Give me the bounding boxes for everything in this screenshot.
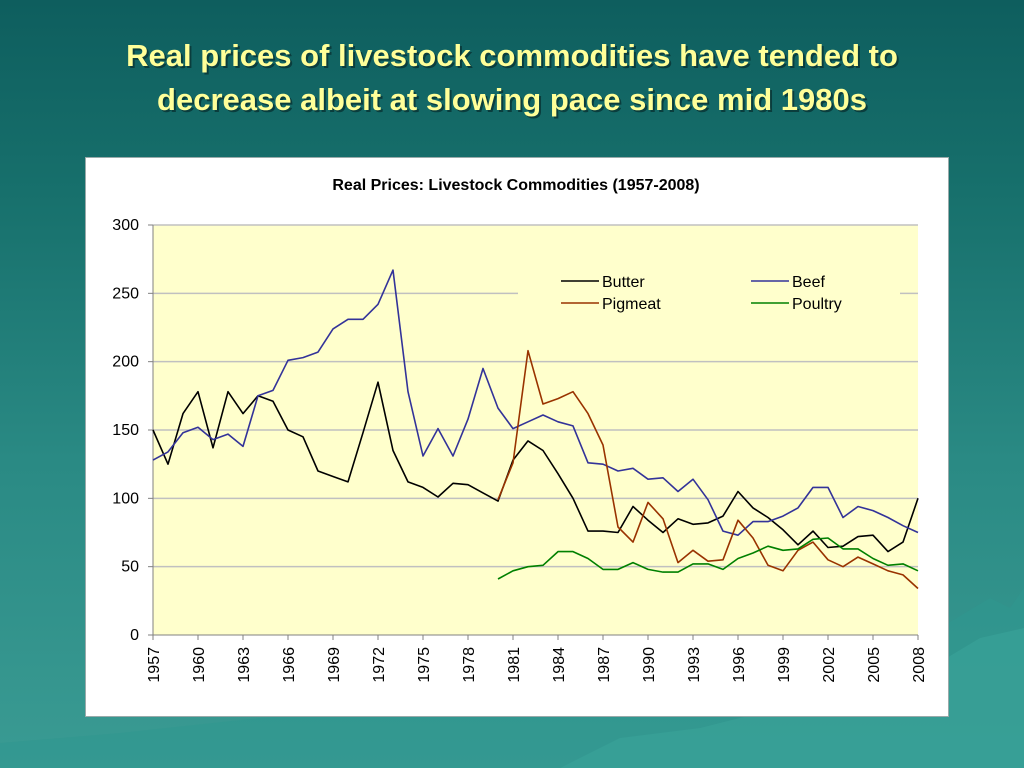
x-tick-label: 1975 [416, 647, 433, 683]
x-tick-label: 1993 [686, 647, 703, 683]
y-tick-label: 300 [112, 217, 139, 234]
x-tick-label: 2005 [866, 647, 883, 683]
x-tick-label: 1987 [596, 647, 613, 683]
x-tick-label: 1978 [461, 647, 478, 683]
legend: Butter Beef Pigmeat Poultry [518, 272, 900, 320]
y-tick-label: 100 [112, 490, 139, 507]
chart-title: Real Prices: Livestock Commodities (1957… [332, 177, 699, 194]
legend-label-poultry: Poultry [792, 296, 842, 313]
chart-area: Real Prices: Livestock Commodities (1957… [85, 157, 949, 717]
slide-title-line-2: decrease albeit at slowing pace since mi… [157, 82, 867, 117]
legend-label-pigmeat: Pigmeat [602, 296, 661, 313]
x-tick-label: 1960 [191, 647, 208, 683]
legend-label-butter: Butter [602, 274, 645, 291]
legend-background [518, 272, 900, 320]
y-axis-ticks: 0 50 100 150 200 250 300 [112, 217, 153, 644]
y-tick-label: 200 [112, 354, 139, 371]
background-mountain-decoration [0, 588, 1024, 768]
y-tick-label: 250 [112, 285, 139, 302]
slide-title: Real prices of livestock commodities hav… [40, 34, 984, 122]
series-lines [152, 269, 919, 590]
x-tick-label: 1966 [281, 647, 298, 683]
x-tick-label: 1984 [551, 647, 568, 683]
x-tick-label: 1963 [236, 647, 253, 683]
x-tick-label: 2002 [821, 647, 838, 683]
x-tick-label: 1996 [731, 647, 748, 683]
line-chart: Real Prices: Livestock Commodities (1957… [112, 177, 928, 683]
legend-label-beef: Beef [792, 274, 825, 291]
series-line-poultry [497, 537, 919, 580]
series-line-butter [152, 381, 919, 553]
y-tick-label: 50 [121, 559, 139, 576]
x-tick-label: 1969 [326, 647, 343, 683]
series-line-pigmeat [497, 349, 919, 590]
x-tick-label: 2008 [911, 647, 928, 683]
x-tick-label: 1999 [776, 647, 793, 683]
series-line-beef [152, 269, 919, 537]
x-tick-label: 1972 [371, 647, 388, 683]
x-axis-ticks: 1957 1960 1963 1966 1969 1972 1975 1978 1981 1984… [146, 635, 928, 683]
y-tick-label: 150 [112, 422, 139, 439]
x-tick-label: 1957 [146, 647, 163, 683]
x-tick-label: 1981 [506, 647, 523, 683]
slide-title-line-1: Real prices of livestock commodities hav… [126, 38, 898, 73]
y-tick-label: 0 [130, 627, 139, 644]
x-tick-label: 1990 [641, 647, 658, 683]
